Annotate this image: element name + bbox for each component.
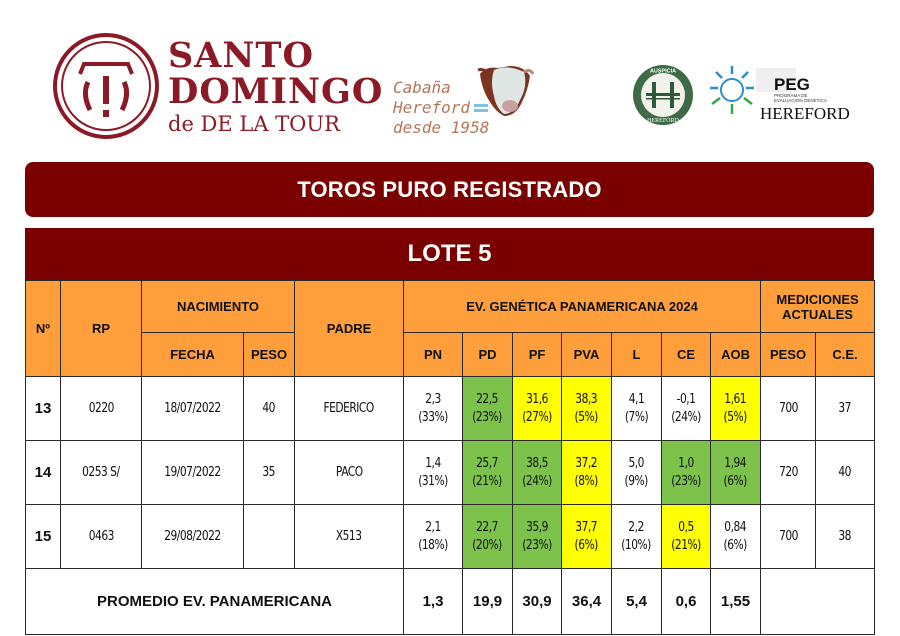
cell-peso: 40 bbox=[242, 376, 296, 441]
average-pf: 30,9 bbox=[512, 568, 563, 635]
average-pd: 19,9 bbox=[462, 568, 514, 635]
svg-text:HEREFORD: HEREFORD bbox=[647, 118, 679, 124]
cell-pva: 38,3 (5%) bbox=[561, 376, 613, 441]
cell-pf: 38,5 (24%) bbox=[512, 440, 563, 505]
header-l: L bbox=[611, 332, 663, 377]
header-ev-genetica: EV. GENÉTICA PANAMERICANA 2024 bbox=[403, 280, 762, 333]
cell-pd: 22,5 (23%) bbox=[462, 376, 514, 441]
cell-pn: 2,3 (33%) bbox=[403, 376, 464, 441]
average-l: 5,4 bbox=[611, 568, 663, 635]
header-peso: PESO bbox=[242, 332, 296, 377]
cell-l: 2,2 (10%) bbox=[611, 504, 663, 569]
header-pva: PVA bbox=[561, 332, 613, 377]
cell-peso-actual: 700 bbox=[760, 504, 817, 569]
average-empty bbox=[760, 568, 876, 635]
santo-domingo-logo bbox=[53, 33, 159, 139]
cell-ce: 0,5 (21%) bbox=[661, 504, 712, 569]
header-pf: PF bbox=[512, 332, 563, 377]
cell-aob: 0,84 (6%) bbox=[710, 504, 762, 569]
cabana-line1: Cabaña bbox=[393, 78, 451, 97]
auspicia-hereford-logo: AUSPICIA HEREFORD bbox=[633, 65, 693, 125]
header-aob: AOB bbox=[710, 332, 762, 377]
cell-ce: 1,0 (23%) bbox=[661, 440, 712, 505]
cell-peso-actual: 700 bbox=[760, 376, 817, 441]
svg-text:PEG: PEG bbox=[774, 75, 810, 94]
cell-padre: PACO bbox=[294, 440, 405, 505]
average-row: PROMEDIO EV. PANAMERICANA 1,3 19,9 30,9 … bbox=[24, 568, 876, 635]
average-pn: 1,3 bbox=[403, 568, 464, 635]
cell-peso-actual: 720 bbox=[760, 440, 817, 505]
lot-title: LOTE 5 bbox=[25, 228, 874, 280]
brand-line-domingo: DOMINGO bbox=[168, 71, 384, 112]
header-nacimiento: NACIMIENTO bbox=[140, 280, 296, 333]
svg-text:HEREFORD: HEREFORD bbox=[760, 104, 850, 123]
cell-fecha: 19/07/2022 bbox=[141, 440, 244, 505]
header-ce-actual: C.E. bbox=[815, 332, 876, 377]
cell-aob: 1,94 (6%) bbox=[710, 440, 762, 505]
cell-l: 4,1 (7%) bbox=[611, 376, 663, 441]
cabana-line3: desde 1958 bbox=[393, 118, 490, 137]
cell-aob: 1,61 (5%) bbox=[710, 376, 762, 441]
average-aob: 1,55 bbox=[710, 568, 762, 635]
header-pn: PN bbox=[403, 332, 464, 377]
cell-n: 13 bbox=[25, 376, 61, 441]
page-title: TOROS PURO REGISTRADO bbox=[25, 162, 874, 217]
table-row: 14 0253 S/ 19/07/2022 35 PACO 1,4 (31%) … bbox=[25, 440, 876, 505]
cell-rp: 0220 bbox=[60, 376, 142, 441]
cell-pd: 25,7 (21%) bbox=[462, 440, 514, 505]
average-ce: 0,6 bbox=[661, 568, 712, 635]
cabana-hereford-tagline: Cabaña Hereford desde 1958 bbox=[393, 78, 489, 138]
average-pva: 36,4 bbox=[561, 568, 613, 635]
header-fecha: FECHA bbox=[141, 332, 244, 377]
cell-peso bbox=[242, 504, 296, 569]
cell-fecha: 29/08/2022 bbox=[141, 504, 244, 569]
cell-pd: 22,7 (20%) bbox=[462, 504, 514, 569]
cell-n: 14 bbox=[25, 440, 61, 505]
svg-text:PROGRAMA DE: PROGRAMA DE bbox=[774, 93, 808, 98]
header-peso-actual: PESO bbox=[760, 332, 817, 377]
header-pd: PD bbox=[462, 332, 514, 377]
cell-fecha: 18/07/2022 bbox=[141, 376, 244, 441]
header-ce: CE bbox=[661, 332, 712, 377]
table-row: 13 0220 18/07/2022 40 FEDERICO 2,3 (33%)… bbox=[25, 376, 876, 441]
table-row: 15 0463 29/08/2022 X513 2,1 (18%) 22,7 (… bbox=[25, 504, 876, 569]
cell-padre: X513 bbox=[294, 504, 405, 569]
lot-table: Nº RP NACIMIENTO PADRE EV. GENÉTICA PANA… bbox=[24, 280, 876, 635]
cell-pva: 37,7 (6%) bbox=[561, 504, 613, 569]
brand-line-santo: SANTO bbox=[168, 35, 314, 76]
cell-pf: 31,6 (27%) bbox=[512, 376, 563, 441]
cell-ce-actual: 37 bbox=[815, 376, 876, 441]
header-mediciones: MEDICIONES ACTUALES bbox=[760, 280, 876, 333]
header-rp: RP bbox=[60, 280, 142, 377]
peg-hereford-logo: PEG PROGRAMA DE EVALUACION GENETICA HERE… bbox=[710, 66, 850, 123]
cell-padre: FEDERICO bbox=[294, 376, 405, 441]
cell-n: 15 bbox=[25, 504, 61, 569]
lot-table-container: LOTE 5 Nº RP NACIMIENTO PADRE EV. GENÉTI… bbox=[24, 228, 876, 635]
header-padre: PADRE bbox=[294, 280, 405, 377]
cell-ce-actual: 38 bbox=[815, 504, 876, 569]
cell-peso: 35 bbox=[242, 440, 296, 505]
cell-ce: -0,1 (24%) bbox=[661, 376, 712, 441]
cell-l: 5,0 (9%) bbox=[611, 440, 663, 505]
header-n: Nº bbox=[25, 280, 61, 377]
cell-rp: 0463 bbox=[60, 504, 142, 569]
cell-pva: 37,2 (8%) bbox=[561, 440, 613, 505]
cabana-line2: Hereford bbox=[393, 98, 471, 117]
cell-pf: 35,9 (23%) bbox=[512, 504, 563, 569]
svg-text:AUSPICIA: AUSPICIA bbox=[650, 69, 676, 75]
cell-pn: 2,1 (18%) bbox=[403, 504, 464, 569]
svg-text:EVALUACION GENETICA: EVALUACION GENETICA bbox=[774, 98, 827, 103]
cell-pn: 1,4 (31%) bbox=[403, 440, 464, 505]
average-label: PROMEDIO EV. PANAMERICANA bbox=[24, 568, 405, 635]
hereford-cow-head-icon bbox=[474, 66, 534, 116]
cell-rp: 0253 S/ bbox=[60, 440, 142, 505]
brand-line-de-la-tour: de DE LA TOUR bbox=[168, 112, 340, 136]
cell-ce-actual: 40 bbox=[815, 440, 876, 505]
brand-name: SANTO DOMINGO de DE LA TOUR bbox=[168, 35, 384, 137]
